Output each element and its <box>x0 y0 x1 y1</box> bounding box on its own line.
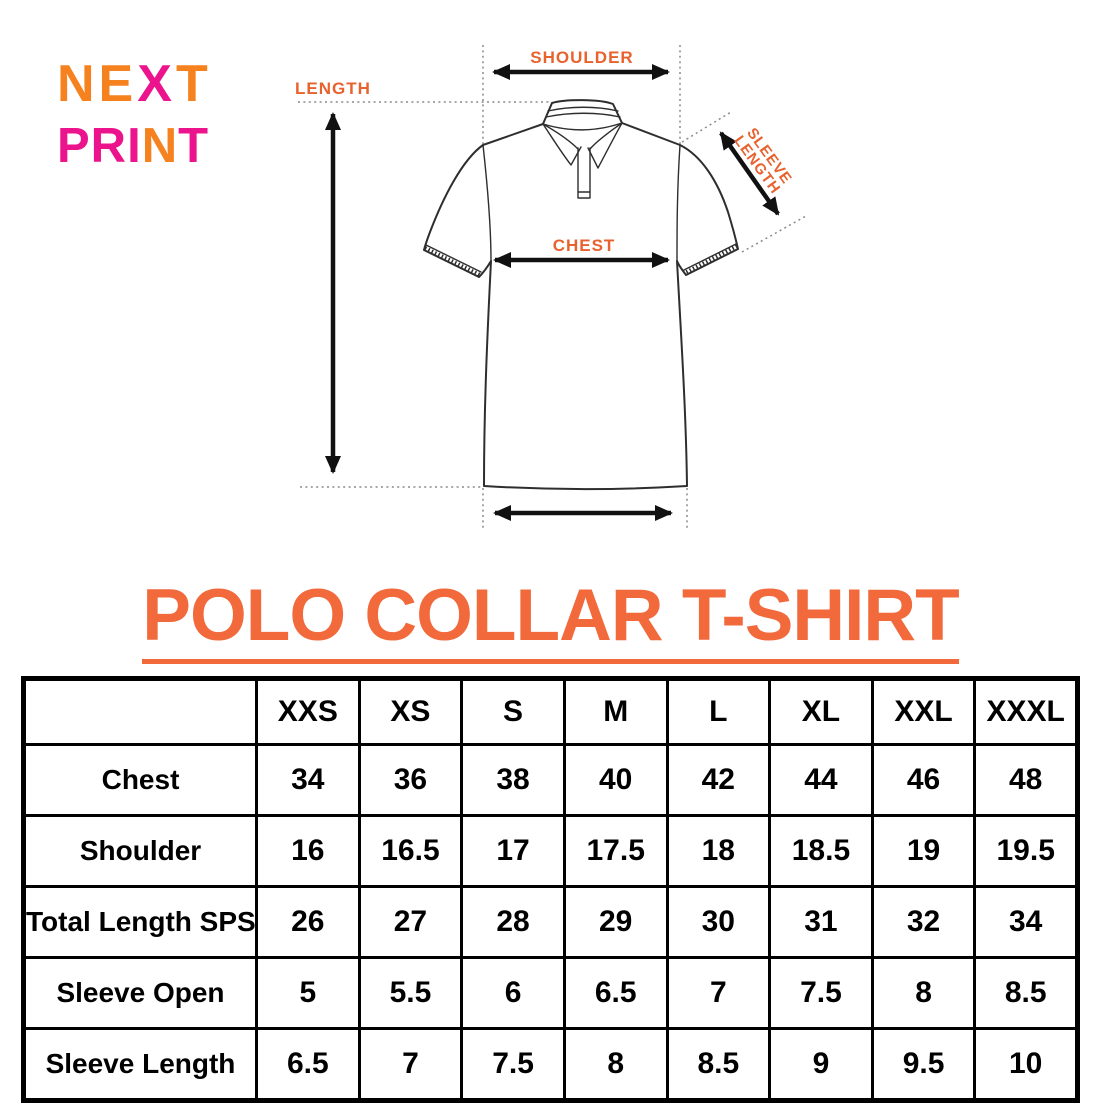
size-value-cell: 7.5 <box>768 956 874 1030</box>
size-value-cell: 8 <box>870 956 977 1030</box>
chest-label: CHEST <box>553 236 616 255</box>
polo-shirt-drawing <box>423 99 739 490</box>
size-value-cell: 17.5 <box>562 814 669 888</box>
size-column-header-s: S <box>460 677 566 746</box>
size-value-cell: 8 <box>562 1027 669 1102</box>
length-label: LENGTH <box>295 79 371 98</box>
logo-print-pri: PRI <box>57 119 142 173</box>
guide-lines <box>298 45 807 529</box>
row-label-sleeve-length: Sleeve Length <box>22 1027 258 1102</box>
table-row-sleeve-length: Sleeve Length 6.5 7 7.5 8 8.5 9 9.5 10 <box>22 1027 1079 1102</box>
size-value-cell: 46 <box>870 743 977 817</box>
size-value-cell: 18.5 <box>768 814 874 888</box>
size-value-cell: 6.5 <box>255 1027 361 1102</box>
size-value-cell: 19.5 <box>973 814 1079 888</box>
size-value-cell: 19 <box>870 814 977 888</box>
size-value-cell: 16 <box>255 814 361 888</box>
title-wrapper: POLO COLLAR T-SHIRT <box>0 579 1101 664</box>
size-value-cell: 34 <box>973 885 1079 959</box>
size-value-cell: 38 <box>460 743 566 817</box>
size-value-cell: 40 <box>562 743 669 817</box>
size-column-header-xxl: XXL <box>870 677 977 746</box>
table-row-shoulder: Shoulder 16 16.5 17 17.5 18 18.5 19 19.5 <box>22 814 1079 888</box>
size-column-header-l: L <box>665 677 772 746</box>
page-title: POLO COLLAR T-SHIRT <box>142 579 960 664</box>
logo-next-t: T <box>175 55 212 113</box>
size-value-cell: 48 <box>973 743 1079 817</box>
logo-print-n: N <box>141 119 179 173</box>
size-value-cell: 5 <box>255 956 361 1030</box>
logo-line-print: PRINT <box>57 122 212 171</box>
size-value-cell: 8.5 <box>665 1027 772 1102</box>
size-column-header-m: M <box>562 677 669 746</box>
sleeve-length-arrow <box>719 131 780 216</box>
size-value-cell: 29 <box>562 885 669 959</box>
corner-cell <box>22 677 258 746</box>
size-column-header-xxs: XXS <box>255 677 361 746</box>
size-chart-table: XXS XS S M L XL XXL XXXL Chest 34 36 38 … <box>21 676 1080 1103</box>
row-label-shoulder: Shoulder <box>22 814 258 888</box>
size-value-cell: 44 <box>768 743 874 817</box>
logo-line-next: NEXT <box>57 58 212 110</box>
table-row-chest: Chest 34 36 38 40 42 44 46 48 <box>22 743 1079 817</box>
logo-next-x: X <box>137 55 176 113</box>
table-row-sleeve-open: Sleeve Open 5 5.5 6 6.5 7 7.5 8 8.5 <box>22 956 1079 1030</box>
size-value-cell: 31 <box>768 885 874 959</box>
brand-logo: NEXT PRINT <box>57 58 212 171</box>
size-column-header-xl: XL <box>768 677 874 746</box>
size-value-cell: 34 <box>255 743 361 817</box>
size-value-cell: 9 <box>768 1027 874 1102</box>
size-value-cell: 7 <box>665 956 772 1030</box>
size-value-cell: 7.5 <box>460 1027 566 1102</box>
size-value-cell: 6.5 <box>562 956 669 1030</box>
table-row-total-length: Total Length SPS 26 27 28 29 30 31 32 34 <box>22 885 1079 959</box>
size-value-cell: 16.5 <box>357 814 464 888</box>
table-header-row: XXS XS S M L XL XXL XXXL <box>22 677 1079 746</box>
size-value-cell: 5.5 <box>357 956 464 1030</box>
row-label-chest: Chest <box>22 743 258 817</box>
size-value-cell: 27 <box>357 885 464 959</box>
logo-next-ne: NE <box>57 55 138 113</box>
size-value-cell: 6 <box>460 956 566 1030</box>
size-value-cell: 36 <box>357 743 464 817</box>
row-label-total-length: Total Length SPS <box>22 885 258 959</box>
size-value-cell: 42 <box>665 743 772 817</box>
size-value-cell: 7 <box>357 1027 464 1102</box>
size-value-cell: 30 <box>665 885 772 959</box>
measurement-diagram: LENGTH SHOULDER CHEST SLEEVE LENGTH <box>295 45 807 529</box>
size-value-cell: 10 <box>973 1027 1079 1102</box>
measurement-arrows <box>325 64 780 521</box>
size-value-cell: 28 <box>460 885 566 959</box>
size-column-header-xxxl: XXXL <box>973 677 1079 746</box>
size-value-cell: 8.5 <box>973 956 1079 1030</box>
size-value-cell: 18 <box>665 814 772 888</box>
logo-print-t: T <box>178 119 210 173</box>
size-value-cell: 17 <box>460 814 566 888</box>
size-column-header-xs: XS <box>357 677 464 746</box>
size-value-cell: 32 <box>870 885 977 959</box>
size-value-cell: 9.5 <box>870 1027 977 1102</box>
size-value-cell: 26 <box>255 885 361 959</box>
row-label-sleeve-open: Sleeve Open <box>22 956 258 1030</box>
shoulder-label: SHOULDER <box>530 48 633 67</box>
